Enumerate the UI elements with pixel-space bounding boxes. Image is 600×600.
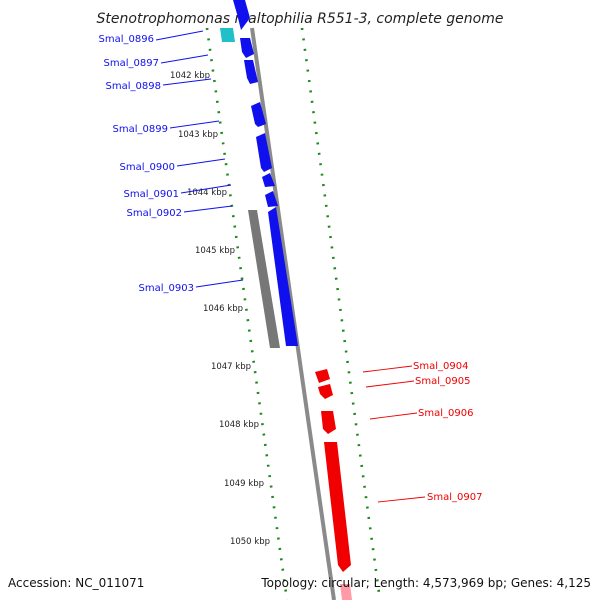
gene-smal-0901-arrow[interactable] <box>262 173 275 187</box>
accession-text: Accession: NC_011071 <box>8 576 144 590</box>
left-tick-track <box>205 27 289 600</box>
forward-strand-genes <box>220 0 298 346</box>
left-gene-labels: Smal_0896 Smal_0897 Smal_0898 Smal_0899 … <box>99 34 194 294</box>
gene-smal-0896-arrow[interactable] <box>220 28 235 42</box>
scale-label: 1046 kbp <box>203 304 243 314</box>
gene-smal-0900-arrow[interactable] <box>256 133 272 172</box>
gene-smal-0908-arrow[interactable] <box>340 584 352 600</box>
gene-label-smal-0896[interactable]: Smal_0896 <box>99 34 154 45</box>
gene-smal-0897-arrow[interactable] <box>240 38 254 58</box>
gene-smal-0906-arrow[interactable] <box>321 411 336 434</box>
genome-summary-text: Topology: circular; Length: 4,573,969 bp… <box>260 576 591 590</box>
scale-label: 1050 kbp <box>230 537 270 547</box>
scale-label: 1047 kbp <box>211 362 251 372</box>
scale-label: 1045 kbp <box>195 246 235 256</box>
scale-label: 1043 kbp <box>178 130 218 140</box>
gene-smal-0907-arrow[interactable] <box>324 442 351 572</box>
right-leader-lines <box>362 365 426 503</box>
scale-label: 1049 kbp <box>224 479 264 489</box>
gene-smal-0902-arrow[interactable] <box>265 191 278 207</box>
gene-label-smal-0898[interactable]: Smal_0898 <box>106 81 161 92</box>
right-tick-track <box>300 27 382 600</box>
scale-label: 1044 kbp <box>187 188 227 198</box>
gene-label-smal-0905[interactable]: Smal_0905 <box>415 376 470 387</box>
genome-title: Stenotrophomonas maltophilia R551-3, com… <box>97 11 504 27</box>
reverse-strand-genes <box>315 369 352 600</box>
gene-label-smal-0907[interactable]: Smal_0907 <box>427 492 482 503</box>
gene-0895-arrow[interactable] <box>233 0 250 30</box>
gene-label-smal-0899[interactable]: Smal_0899 <box>113 124 168 135</box>
genome-backbone <box>250 27 336 600</box>
gene-label-smal-0903[interactable]: Smal_0903 <box>139 283 194 294</box>
gene-label-smal-0901[interactable]: Smal_0901 <box>124 189 179 200</box>
gene-label-smal-0897[interactable]: Smal_0897 <box>104 58 159 69</box>
gene-label-smal-0904[interactable]: Smal_0904 <box>413 361 468 372</box>
gene-label-smal-0906[interactable]: Smal_0906 <box>418 408 473 419</box>
right-tick-line <box>300 27 382 600</box>
gene-label-smal-0902[interactable]: Smal_0902 <box>127 208 182 219</box>
gene-smal-0903-arrow[interactable] <box>268 207 298 346</box>
left-tick-line <box>205 27 289 600</box>
scale-label: 1042 kbp <box>170 71 210 81</box>
right-gene-labels: Smal_0904 Smal_0905 Smal_0906 Smal_0907 <box>413 361 482 503</box>
gene-smal-0898-arrow[interactable] <box>244 60 258 84</box>
left-leader-lines <box>155 30 244 288</box>
scale-label: 1048 kbp <box>219 420 259 430</box>
gene-smal-0899-arrow[interactable] <box>251 102 266 127</box>
gene-smal-0905-arrow[interactable] <box>318 384 333 399</box>
gene-label-smal-0900[interactable]: Smal_0900 <box>120 162 175 173</box>
gene-smal-0904-arrow[interactable] <box>315 369 330 383</box>
operon-region-bar <box>248 210 280 348</box>
scale-labels: 1042 kbp 1043 kbp 1044 kbp 1045 kbp 1046… <box>170 71 270 547</box>
